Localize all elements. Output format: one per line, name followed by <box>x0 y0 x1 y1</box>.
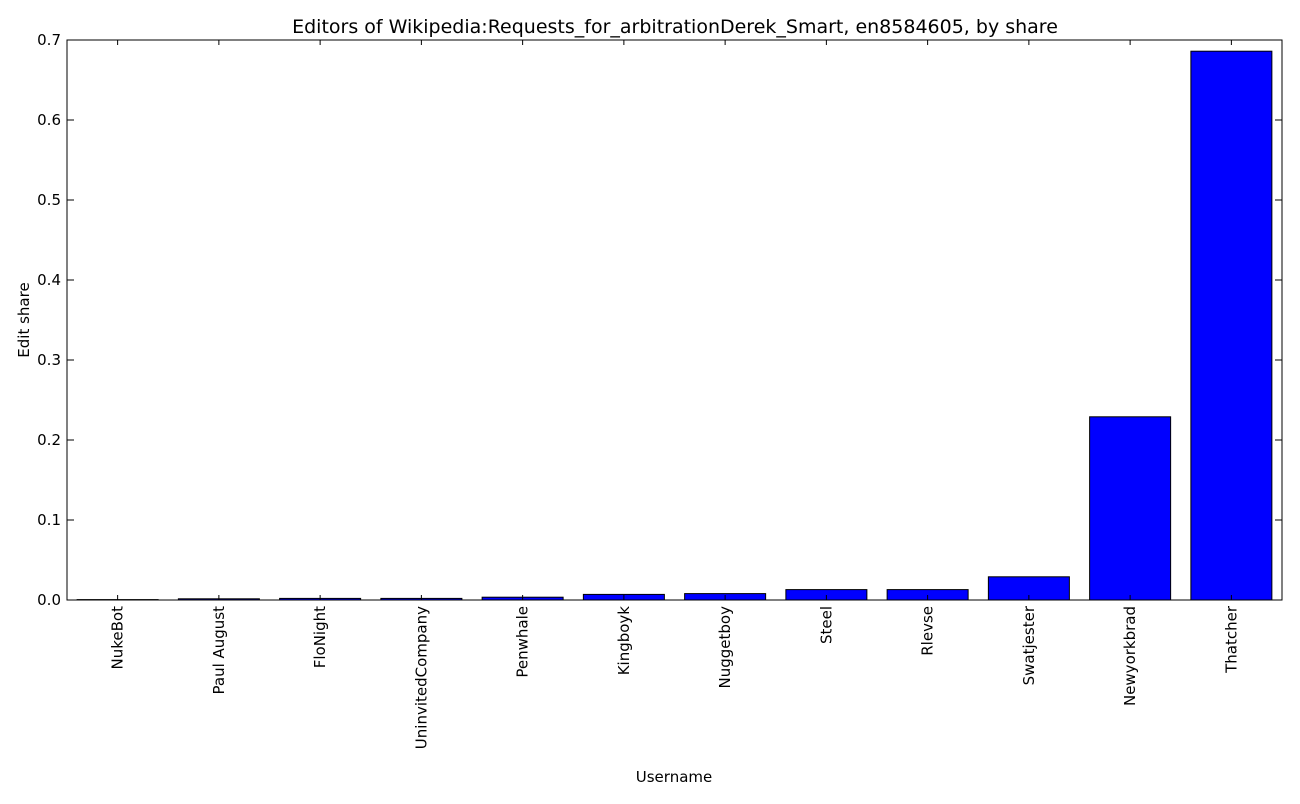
y-tick-label: 0.4 <box>37 271 61 289</box>
y-tick-label: 0.5 <box>37 191 61 209</box>
x-tick-label: Nuggetboy <box>716 606 734 689</box>
x-ticks-group: NukeBot Paul August FloNight UninvitedCompa… <box>109 40 1241 749</box>
y-tick-label: 0.2 <box>37 431 61 449</box>
y-axis-label: Edit share <box>15 282 33 357</box>
x-tick-label: Thatcher <box>1222 605 1240 674</box>
x-tick-label: Swatjester <box>1020 605 1038 685</box>
x-tick-label: NukeBot <box>109 606 127 670</box>
bars-group <box>77 51 1272 600</box>
bar-10 <box>1090 417 1171 600</box>
x-tick-label: Paul August <box>210 606 228 695</box>
y-tick-label: 0.6 <box>37 111 61 129</box>
x-tick-label: Steel <box>817 606 835 644</box>
x-tick-label: FloNight <box>311 606 329 668</box>
y-tick-label: 0.0 <box>37 591 61 609</box>
y-tick-label: 0.1 <box>37 511 61 529</box>
x-tick-label: UninvitedCompany <box>412 606 430 749</box>
x-axis-label: Username <box>636 768 712 786</box>
chart-title: Editors of Wikipedia:Requests_for_arbitr… <box>292 16 1058 38</box>
bar-11 <box>1191 51 1272 600</box>
x-tick-label: Newyorkbrad <box>1121 606 1139 706</box>
x-tick-label: Rlevse <box>919 606 937 656</box>
y-tick-label: 0.3 <box>37 351 61 369</box>
x-tick-label: Kingboyk <box>615 606 633 676</box>
y-tick-label: 0.7 <box>37 31 61 49</box>
x-tick-label: Penwhale <box>514 606 532 678</box>
